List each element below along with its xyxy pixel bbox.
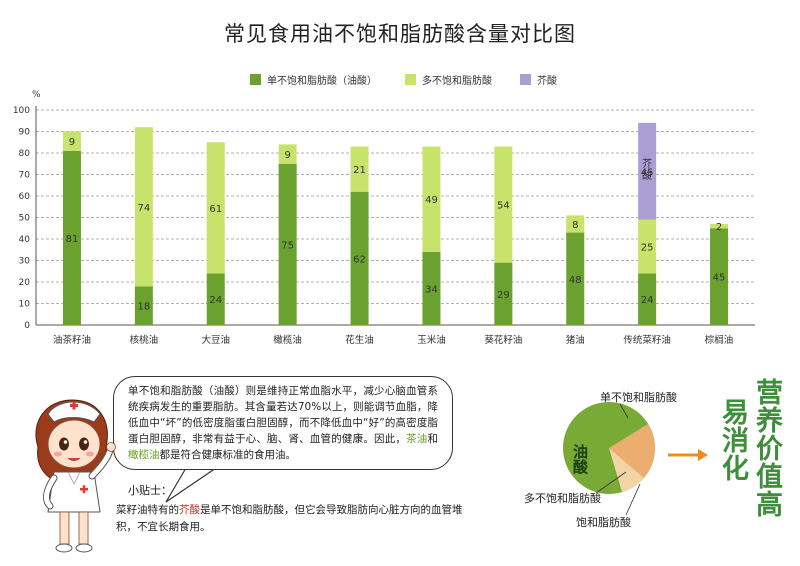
- bar-segment: [710, 223, 729, 229]
- tips-part2: 是单不饱和脂肪酸，但它会导致脂肪向心脏方向的血管堆积，不宜长期食用。: [116, 504, 463, 533]
- bar-value-label: 45: [713, 273, 726, 284]
- pie-slice-polyunsaturated: [609, 424, 655, 478]
- bar-segment: [278, 144, 297, 164]
- legend-swatch: [250, 73, 261, 85]
- bar-segment: [62, 131, 81, 151]
- legend-item-erucic: 芥酸: [520, 72, 557, 87]
- y-tick-label: 50: [19, 214, 31, 224]
- pie-label-polyunsaturated: 多不饱和脂肪酸: [524, 491, 601, 505]
- legend-swatch: [520, 73, 531, 85]
- x-category-label: 橄榄油: [273, 334, 302, 346]
- info-bubble: 单不饱和脂肪酸（油酸）则是维持正常血脂水平，减少心脑血管系统疾病发生的重要脂肪。…: [113, 376, 453, 470]
- tips-part1: 菜籽油特有的: [116, 504, 179, 516]
- bar-segment: [134, 127, 153, 287]
- x-category-label: 油茶籽油: [53, 334, 91, 346]
- bar-segment: [62, 150, 81, 325]
- bar-segment: [566, 232, 585, 325]
- slogan-col-2: 营养价值高: [751, 378, 782, 518]
- x-category-label: 传统菜籽油: [623, 334, 671, 346]
- bar-value-label: 18: [137, 302, 150, 313]
- bar-segment: [494, 262, 513, 325]
- bar-value-label: 54: [497, 201, 510, 212]
- y-axis-unit: %: [32, 90, 41, 100]
- y-tick-label: 0: [24, 321, 30, 331]
- slogan-col-1: 易消化: [717, 398, 748, 482]
- x-category-label: 大豆油: [201, 334, 230, 346]
- bar-segment: [422, 146, 441, 252]
- bubble-and: 和: [427, 433, 439, 445]
- bubble-oil-olive: 橄榄油: [128, 449, 160, 461]
- bar-segment: [638, 273, 657, 325]
- pie-slice-saturated: [609, 448, 644, 492]
- bar-segment: [494, 146, 513, 263]
- legend-label: 芥酸: [537, 75, 557, 87]
- bar-segment: [638, 122, 657, 220]
- x-category-label: 葵花籽油: [484, 334, 522, 346]
- bar-segment: [134, 286, 153, 325]
- bar-segment: [206, 273, 225, 325]
- bar-value-label: 62: [353, 254, 366, 265]
- bar-annotation: 芥: [642, 158, 652, 170]
- bubble-text-end: 都是符合健康标准的食用油。: [159, 449, 297, 461]
- bar-value-label: 49: [425, 195, 438, 206]
- bar-value-label: 24: [209, 295, 222, 306]
- bubble-oil-tea: 茶油: [406, 433, 428, 445]
- x-category-label: 玉米油: [417, 334, 446, 346]
- x-category-label: 棕榈油: [705, 334, 734, 346]
- bar-value-label: 21: [353, 165, 366, 176]
- chart-title: 常见食用油不饱和脂肪酸含量对比图: [224, 22, 576, 46]
- bar-value-label: 2: [716, 222, 722, 233]
- bar-segment: [566, 215, 585, 233]
- pie-label-saturated: 饱和脂肪酸: [576, 515, 631, 529]
- bar-value-label: 29: [497, 290, 510, 301]
- bar-value-label: 74: [137, 203, 150, 214]
- y-tick-label: 80: [19, 149, 31, 159]
- bar-segment: [422, 251, 441, 325]
- tips-highlight: 芥酸: [179, 504, 200, 516]
- bar-value-label: 75: [281, 240, 294, 251]
- chart-legend: 单不饱和脂肪酸（油酸） 多不饱和脂肪酸 芥酸: [250, 71, 585, 87]
- bar-segment: [278, 163, 297, 325]
- y-tick-label: 100: [13, 106, 30, 116]
- x-category-label: 猪油: [566, 334, 585, 346]
- bar-value-label: 48: [569, 275, 582, 286]
- y-tick-label: 90: [19, 128, 31, 138]
- bar-value-label: 9: [69, 137, 75, 148]
- x-category-label: 核桃油: [130, 334, 159, 346]
- x-category-label: 花生油: [345, 334, 374, 346]
- pie-label-monounsaturated: 单不饱和脂肪酸: [600, 390, 677, 404]
- bar-value-label: 34: [425, 284, 438, 295]
- legend-swatch: [405, 73, 416, 85]
- bar-value-label: 9: [284, 150, 290, 161]
- legend-item-polyunsaturated: 多不饱和脂肪酸: [405, 72, 492, 87]
- y-tick-label: 20: [19, 278, 31, 288]
- y-tick-label: 70: [19, 171, 31, 181]
- tips-text: 菜籽油特有的芥酸是单不饱和脂肪酸，但它会导致脂肪向心脏方向的血管堆积，不宜长期食…: [116, 502, 476, 536]
- bar-value-label: 61: [209, 204, 222, 215]
- bar-value-label: 25: [641, 243, 654, 254]
- nurse-illustration: [35, 399, 116, 553]
- legend-label: 单不饱和脂肪酸（油酸）: [267, 75, 377, 87]
- bubble-text: 单不饱和脂肪酸（油酸）则是维持正常血脂水平，减少心脑血管系统疾病发生的重要脂肪。…: [128, 385, 438, 445]
- y-tick-label: 30: [19, 257, 31, 267]
- bar-segment: [710, 228, 729, 325]
- tips-title: 小贴士：: [128, 484, 172, 497]
- bar-segment: [206, 142, 225, 274]
- pie-center-label: 油酸: [571, 443, 589, 475]
- y-tick-label: 10: [19, 300, 31, 310]
- y-tick-label: 40: [19, 235, 31, 245]
- bar-value-label: 81: [66, 234, 79, 245]
- bar-segment: [350, 191, 369, 325]
- bar-value-label: 8: [572, 220, 578, 231]
- bar-value-label: 45: [641, 167, 654, 178]
- bar-value-label: 24: [641, 295, 654, 306]
- bar-segment: [638, 219, 657, 274]
- bar-chart: 0 10 20 30 40 50 60 70 80 90 100% 81 9 油茶籽油 18 74 核桃油 24 6…: [13, 90, 755, 346]
- bar-segment: [350, 146, 369, 192]
- y-tick-label: 60: [19, 192, 31, 202]
- legend-item-monounsaturated: 单不饱和脂肪酸（油酸）: [250, 72, 377, 87]
- legend-label: 多不饱和脂肪酸: [422, 75, 492, 87]
- bar-annotation: 酸: [642, 169, 652, 182]
